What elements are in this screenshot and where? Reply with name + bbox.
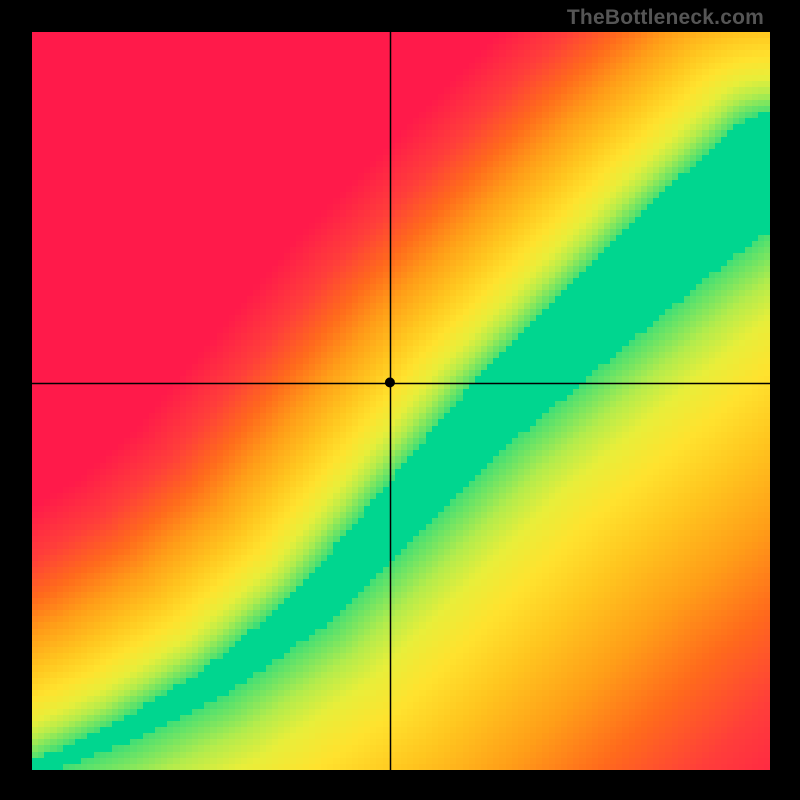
stage: TheBottleneck.com (0, 0, 800, 800)
watermark-text: TheBottleneck.com (567, 6, 764, 30)
heatmap-canvas (32, 32, 770, 770)
heatmap-plot (32, 32, 770, 770)
